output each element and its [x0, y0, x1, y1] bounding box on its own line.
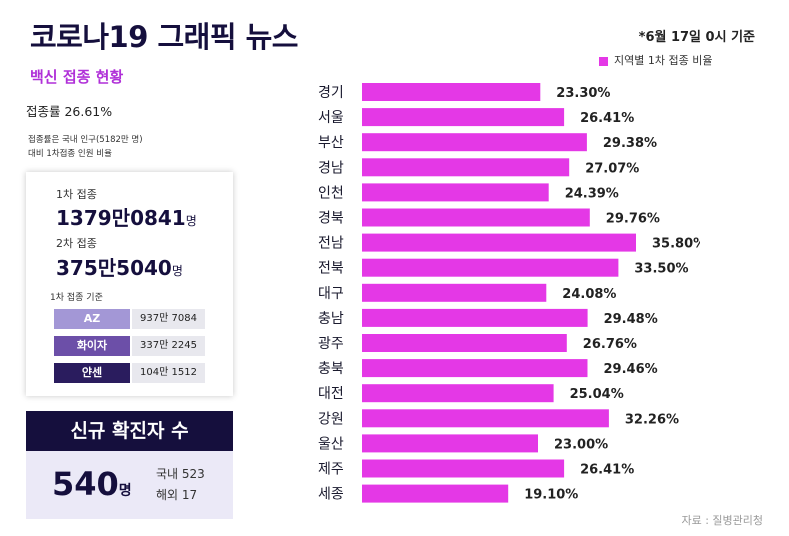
page-title: 코로나19 그래픽 뉴스 [30, 20, 299, 54]
first-dose-number: 1379만0841 [56, 206, 186, 230]
value-label: 19.10% [524, 488, 578, 503]
bar [362, 208, 590, 227]
new-cases-total: 540명 [52, 465, 132, 503]
category-label: 전남 [318, 236, 344, 252]
bar [362, 283, 547, 302]
category-label: 대전 [318, 386, 344, 402]
category-label: 세종 [318, 487, 344, 503]
category-label: 서울 [318, 110, 344, 126]
vaccine-name: 화이자 [54, 336, 130, 356]
chart-legend: 지역별 1차 접종 비율 [599, 52, 712, 68]
category-label: 인천 [318, 185, 344, 201]
bar [362, 484, 509, 503]
section-subtitle: 백신 접종 현황 [30, 68, 124, 86]
value-label: 29.38% [603, 136, 657, 151]
rate-note-line-2: 대비 1차접종 인원 비율 [28, 149, 112, 159]
first-dose-unit: 명 [185, 214, 197, 228]
category-label: 전북 [318, 261, 344, 277]
domestic-cases: 국내 523 [156, 467, 205, 481]
second-dose-number: 375만5040 [56, 256, 172, 280]
value-label: 24.39% [565, 186, 619, 201]
value-label: 23.30% [556, 86, 610, 101]
new-cases-body: 540명 국내 523 해외 17 [26, 451, 233, 519]
category-label: 대구 [318, 286, 344, 302]
second-dose-unit: 명 [171, 264, 183, 278]
bar [362, 108, 565, 127]
bar [362, 183, 549, 202]
vaccine-row-pfizer: 화이자 337만 2245 [54, 336, 205, 356]
bar [362, 83, 541, 101]
bar [362, 459, 565, 478]
vaccination-rate-note: 접종률은 국내 인구(5182만 명) 대비 1차접종 인원 비율 [28, 133, 203, 161]
value-label: 33.50% [634, 262, 688, 277]
value-label: 26.41% [580, 463, 634, 478]
bar [362, 359, 588, 378]
new-cases-header: 신규 확진자 수 [26, 411, 233, 451]
regional-vaccination-bar-chart: 경기 23.30% 서울 26.41% 부산 29.38% 경남 27.07% 인천 24.39%… [318, 83, 700, 503]
bar [362, 233, 636, 252]
new-cases-unit: 명 [118, 483, 132, 499]
value-label: 29.76% [606, 212, 660, 227]
bar [362, 409, 609, 428]
vaccine-name: AZ [54, 309, 130, 329]
vaccination-rate: 접종률 26.61% [26, 104, 113, 119]
bar [362, 258, 619, 277]
bar [362, 133, 587, 152]
category-label: 부산 [318, 135, 344, 151]
category-label: 경기 [318, 85, 344, 101]
value-label: 25.04% [570, 387, 624, 402]
new-cases-number: 540 [52, 465, 119, 503]
legend-label: 지역별 1차 접종 비율 [614, 54, 713, 67]
category-label: 경남 [318, 160, 344, 176]
category-label: 경북 [318, 211, 344, 227]
first-dose-label: 1차 접종 [56, 188, 97, 201]
vaccine-row-az: AZ 937만 7084 [54, 309, 205, 329]
value-label: 29.48% [604, 312, 658, 327]
date-note: *6월 17일 0시 기준 [638, 30, 755, 45]
source-credit: 자료 : 질병관리청 [681, 514, 763, 527]
category-label: 광주 [318, 336, 344, 352]
dose-summary-card: 1차 접종 1379만0841명 2차 접종 375만5040명 1차 접종 기… [26, 172, 233, 396]
category-label: 제주 [318, 462, 344, 478]
category-label: 충남 [318, 311, 344, 327]
second-dose-label: 2차 접종 [56, 237, 97, 250]
first-dose-value: 1379만0841명 [56, 202, 197, 231]
vaccine-count: 937만 7084 [132, 309, 205, 329]
vaccine-basis-label: 1차 접종 기준 [50, 293, 103, 303]
value-label: 26.76% [583, 337, 637, 352]
vaccine-name: 얀센 [54, 363, 130, 383]
value-label: 26.41% [580, 111, 634, 126]
value-label: 32.26% [625, 412, 679, 427]
bar [362, 308, 588, 327]
vaccine-row-janssen: 얀센 104만 1512 [54, 363, 205, 383]
legend-swatch [599, 56, 608, 66]
value-label: 27.07% [585, 161, 639, 176]
second-dose-value: 375만5040명 [56, 252, 183, 281]
bar [362, 434, 538, 453]
category-label: 울산 [318, 436, 344, 452]
value-label: 24.08% [562, 287, 616, 302]
rate-note-line-1: 접종률은 국내 인구(5182만 명) [28, 135, 143, 145]
new-cases-card: 신규 확진자 수 540명 국내 523 해외 17 [26, 411, 233, 519]
bar [362, 158, 570, 177]
overseas-cases: 해외 17 [156, 488, 198, 502]
bar [362, 334, 567, 352]
value-label: 23.00% [554, 437, 608, 452]
bar [362, 384, 554, 403]
category-label: 강원 [318, 411, 344, 427]
vaccine-count: 337만 2245 [132, 336, 205, 356]
vaccine-count: 104만 1512 [132, 363, 205, 383]
value-label: 35.80% [652, 237, 700, 252]
category-label: 충북 [318, 361, 344, 377]
value-label: 29.46% [604, 362, 658, 377]
